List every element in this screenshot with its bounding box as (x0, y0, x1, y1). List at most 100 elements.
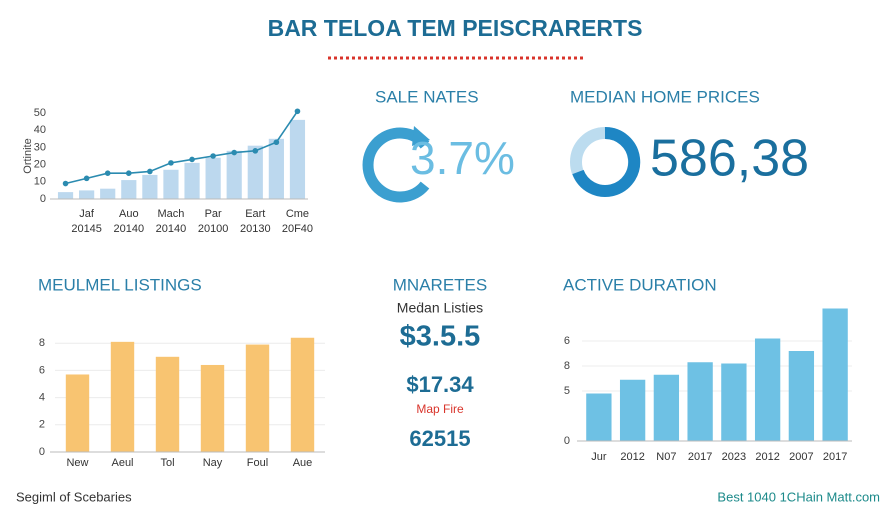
chart-title: ACTIVE DURATION (563, 275, 717, 294)
kpi-value: 3.7% (410, 132, 515, 184)
x-tick-label: 2017 (823, 451, 847, 463)
kpi-label: SALE NATES (375, 87, 479, 106)
kpi-label: MEDIAN HOME PRICES (570, 87, 760, 106)
x-tick-label: 2012 (755, 451, 779, 463)
section-subheading: Meḋan Listies (397, 300, 483, 316)
x-tick-label: 2012 (620, 451, 644, 463)
line-point (62, 180, 69, 187)
x-tick-label: Eart (245, 208, 265, 220)
x-tick-label: Auo (119, 208, 139, 220)
x-tick-sublabel: 20140 (156, 223, 187, 235)
bar (155, 356, 180, 452)
y-tick-label: 10 (34, 176, 46, 188)
footer-left: Segiml of Scebaries (16, 489, 132, 504)
bar (163, 169, 179, 199)
x-tick-label: Nay (203, 457, 223, 469)
line-point (125, 170, 132, 176)
y-tick-label: 4 (39, 392, 45, 404)
x-tick-label: Par (205, 208, 222, 220)
x-tick-label: Aeul (111, 457, 133, 469)
bar (586, 393, 612, 441)
x-tick-label: Cme (286, 208, 309, 220)
bar (226, 150, 242, 199)
bar (142, 174, 158, 199)
title: BAR TELOA TEM PEISCRARERTS (268, 15, 643, 41)
x-tick-label: 2007 (789, 451, 813, 463)
line-point (83, 175, 90, 182)
bar (754, 338, 781, 441)
bar (247, 145, 263, 199)
y-tick-label: 40 (34, 124, 46, 136)
bar (79, 190, 95, 199)
bar (200, 364, 225, 452)
bar (268, 138, 284, 199)
line-point (210, 153, 216, 159)
section-heading: MNARETES (393, 275, 487, 294)
bar (290, 337, 315, 452)
x-tick-label: Aue (293, 457, 313, 469)
bar (687, 362, 713, 441)
bar (100, 188, 116, 199)
x-tick-sublabel: 20F40 (282, 223, 313, 235)
metric: $17.34 (406, 372, 474, 397)
x-tick-sublabel: 20145 (71, 223, 102, 235)
x-tick-label: Jaf (79, 208, 95, 220)
bar (788, 351, 815, 441)
metric: 62515 (409, 426, 470, 451)
bar (721, 363, 747, 441)
bar (619, 379, 646, 441)
x-tick-label: Mach (158, 208, 185, 220)
metric: $3.5.5 (400, 321, 481, 353)
x-tick-label: New (66, 457, 88, 469)
y-tick-label: 6 (564, 335, 570, 347)
x-tick-label: Foul (247, 457, 268, 469)
y-axis-label: Ortinite (22, 138, 34, 173)
bar (289, 119, 306, 199)
bar (205, 157, 221, 199)
y-tick-label: 5 (564, 385, 570, 397)
x-tick-label: 2017 (688, 451, 712, 463)
bar (822, 308, 848, 441)
chart-title: MEULMEL LISTINGS (38, 275, 202, 294)
x-tick-sublabel: 20140 (113, 223, 144, 235)
x-tick-label: Tol (160, 457, 174, 469)
x-tick-label: N07 (656, 451, 676, 463)
line-point (104, 170, 111, 176)
line-point (147, 168, 153, 175)
y-tick-label: 8 (39, 337, 45, 349)
line-point (252, 148, 259, 154)
line-point (168, 160, 174, 166)
x-tick-sublabel: 20130 (240, 223, 271, 235)
kpi-icon-arrow (412, 126, 430, 146)
y-tick-label: 0 (39, 446, 45, 458)
x-tick-label: 2023 (722, 451, 746, 463)
y-tick-label: 50 (34, 107, 46, 119)
line-point (273, 139, 280, 146)
line-point (231, 149, 238, 156)
kpi-icon (362, 127, 430, 203)
y-tick-label: 20 (34, 159, 46, 171)
x-tick-sublabel: 20100 (198, 223, 229, 235)
line (65, 110, 299, 185)
bar (110, 341, 135, 452)
y-tick-label: 0 (40, 193, 46, 205)
y-tick-label: 6 (39, 364, 45, 376)
metric-note: Map Fire (416, 402, 464, 416)
y-tick-label: 0 (564, 435, 570, 447)
bar (184, 162, 200, 199)
line-point (189, 156, 195, 163)
kpi-icon (572, 126, 641, 197)
footer-right: Best 1040 1CHain Matt.com (717, 489, 880, 504)
kpi-value: 586,38 (650, 130, 809, 188)
x-tick-label: Jur (591, 451, 607, 463)
y-tick-label: 2 (39, 419, 45, 431)
bar (245, 344, 270, 452)
bar (653, 374, 680, 441)
bar (65, 374, 90, 452)
bar (121, 180, 137, 199)
line-point (294, 108, 301, 115)
y-tick-label: 8 (564, 360, 570, 372)
y-tick-label: 30 (34, 141, 46, 153)
